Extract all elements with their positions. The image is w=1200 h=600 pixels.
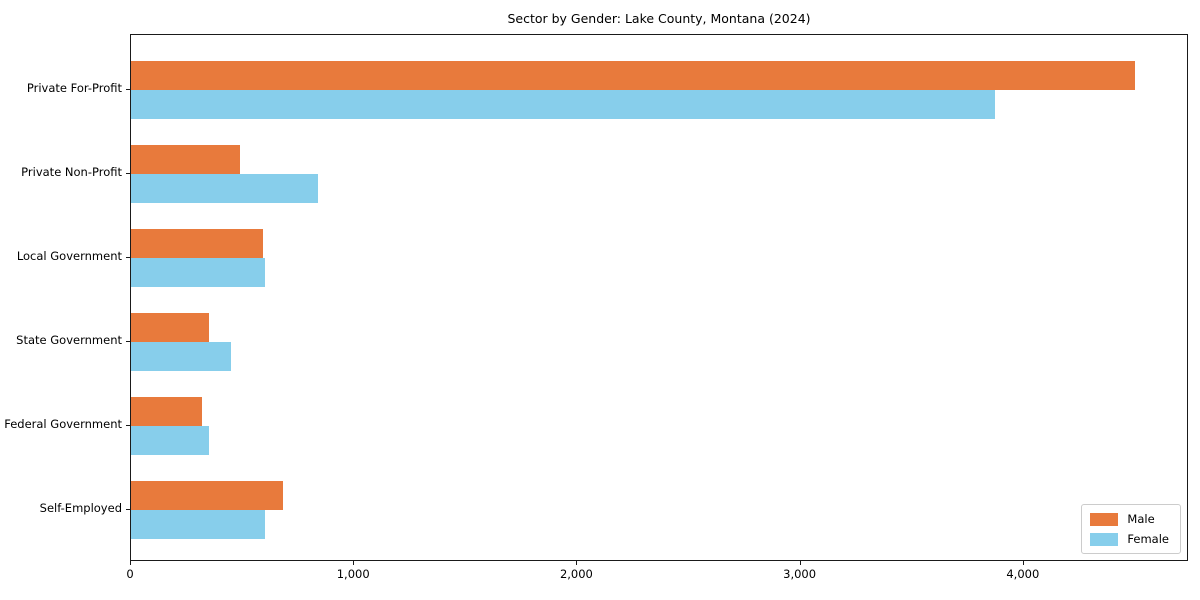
y-axis-label-state-government: State Government (16, 333, 122, 347)
plot-area: Male Female (130, 34, 1188, 561)
x-tick-label-0: 0 (126, 567, 134, 581)
legend-label-female: Female (1127, 532, 1169, 546)
bar-male-local-government (131, 229, 263, 258)
y-axis-label-private-for-profit: Private For-Profit (26, 81, 122, 95)
y-tick-mark (126, 341, 130, 342)
y-axis-label-federal-government: Federal Government (4, 417, 122, 431)
bar-female-state-government (131, 342, 231, 371)
legend-label-male: Male (1127, 512, 1155, 526)
x-tick-label-1-000: 1,000 (336, 567, 370, 581)
x-tick-mark (353, 561, 355, 565)
x-tick-mark (799, 561, 801, 565)
x-tick-mark (576, 561, 578, 565)
x-tick-mark (1022, 561, 1024, 565)
y-axis-label-self-employed: Self-Employed (39, 501, 122, 515)
legend-swatch-male (1090, 512, 1119, 526)
x-tick-mark (130, 561, 131, 565)
y-tick-mark (126, 257, 130, 258)
y-tick-mark (126, 173, 130, 174)
legend-swatch-female (1090, 532, 1119, 546)
bar-male-private-for-profit (131, 61, 1135, 90)
bar-female-local-government (131, 258, 265, 287)
legend-item-male: Male (1090, 512, 1169, 526)
legend: Male Female (1081, 504, 1181, 554)
x-tick-label-3-000: 3,000 (783, 567, 817, 581)
y-axis-label-private-non-profit: Private Non-Profit (21, 165, 122, 179)
bar-male-private-non-profit (131, 145, 240, 174)
bar-male-self-employed (131, 481, 283, 510)
y-tick-mark (126, 89, 130, 90)
legend-item-female: Female (1090, 532, 1169, 546)
x-tick-label-4-000: 4,000 (1006, 567, 1040, 581)
bar-female-private-non-profit (131, 174, 318, 203)
x-tick-label-2-000: 2,000 (559, 567, 593, 581)
chart-title: Sector by Gender: Lake County, Montana (… (507, 11, 811, 26)
y-tick-mark (126, 425, 130, 426)
bar-male-state-government (131, 313, 209, 342)
y-axis-label-local-government: Local Government (16, 249, 122, 263)
bar-female-private-for-profit (131, 90, 995, 119)
bar-male-federal-government (131, 397, 202, 426)
bar-female-federal-government (131, 426, 209, 455)
y-tick-mark (126, 509, 130, 510)
bar-female-self-employed (131, 510, 265, 539)
